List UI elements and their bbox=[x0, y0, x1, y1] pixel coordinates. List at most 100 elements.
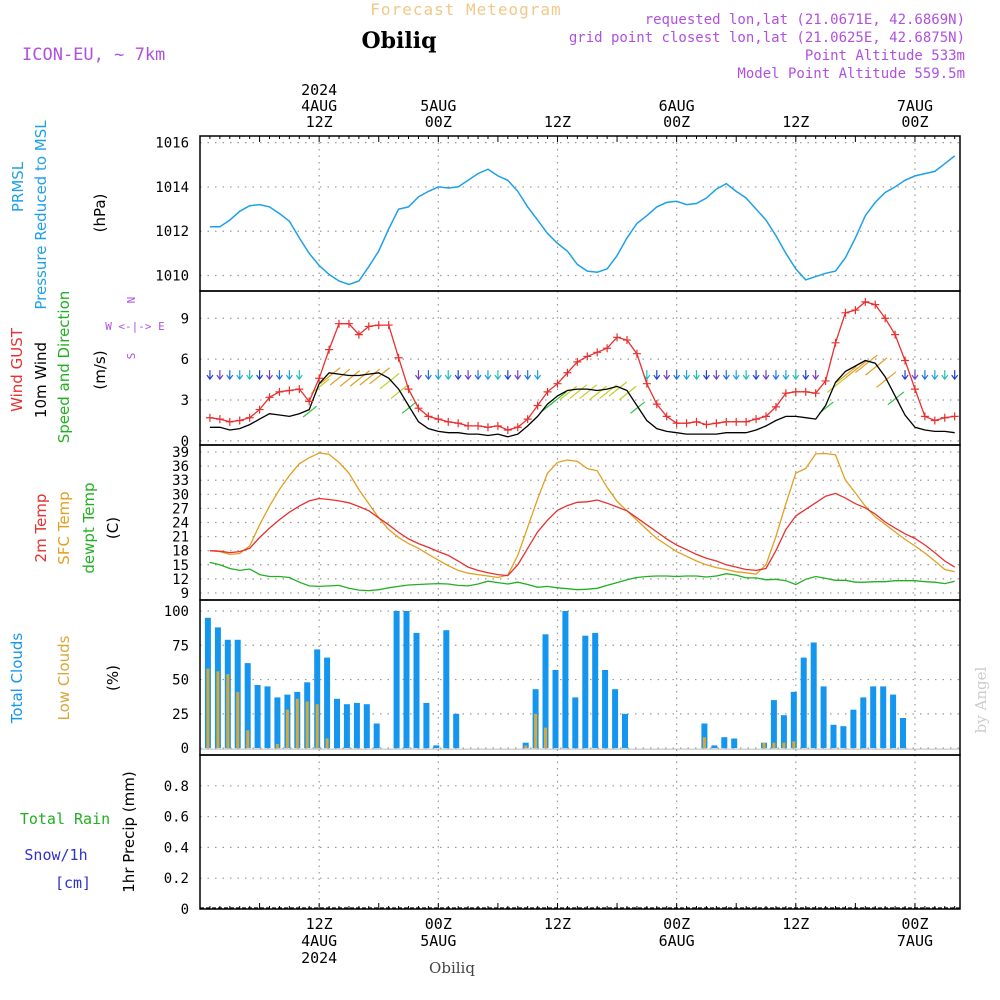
wind-gust-point bbox=[205, 413, 214, 422]
total-cloud-bar bbox=[880, 686, 887, 749]
low-cloud-bar bbox=[315, 704, 319, 749]
low-cloud-bar bbox=[762, 742, 766, 749]
bottom-time-label: 00Z bbox=[901, 915, 928, 933]
total-cloud-bar bbox=[860, 697, 867, 749]
low-cloud-bar bbox=[325, 738, 329, 749]
wind-unit-label: (m/s) bbox=[91, 350, 109, 389]
wind-gust-series-line bbox=[209, 301, 955, 431]
chart-title: Forecast Meteogram bbox=[370, 0, 561, 19]
total-cloud-bar bbox=[780, 715, 787, 749]
total-cloud-bar bbox=[800, 657, 807, 749]
wind-gust-point bbox=[315, 374, 324, 383]
total-cloud-bar bbox=[840, 726, 847, 749]
total-cloud-bar bbox=[334, 698, 340, 749]
wind-direction-arrowhead bbox=[295, 374, 303, 381]
low-cloud-bar bbox=[285, 709, 289, 749]
wind-direction-arrowhead bbox=[444, 374, 452, 381]
wind-gust-point bbox=[573, 357, 582, 366]
wind-direction-arrowhead bbox=[683, 374, 691, 381]
panel-side-labels: PRMSL Pressure Reduced to MSL (hPa) Wind GU… bbox=[8, 120, 165, 893]
model-altitude: Model Point Altitude 559.5m bbox=[737, 66, 965, 82]
bottom-time-label: 2024 bbox=[301, 949, 337, 967]
wind-gust-point bbox=[215, 415, 224, 424]
wind-direction-arrow bbox=[589, 385, 607, 401]
wind-direction-arrowhead bbox=[514, 374, 522, 381]
low-cloud-bar bbox=[534, 713, 538, 749]
y-tick-label: 0 bbox=[181, 902, 189, 918]
wind-gust-point bbox=[762, 412, 771, 421]
panel-frame bbox=[199, 135, 961, 292]
total-cloud-bar bbox=[770, 700, 777, 749]
wind-direction-arrowhead bbox=[762, 374, 770, 381]
total-cloud-bar bbox=[343, 704, 350, 749]
total-cloud-bar bbox=[542, 634, 549, 749]
wind-gust-point bbox=[533, 401, 542, 410]
bottom-time-label: 7AUG bbox=[897, 932, 933, 950]
wind-gust-point bbox=[265, 393, 274, 402]
y-tick-label: 39 bbox=[172, 445, 189, 461]
wind-gust-point bbox=[861, 297, 870, 306]
wind-direction-arrowhead bbox=[494, 374, 502, 381]
wind-gust-point bbox=[394, 353, 403, 362]
y-tick-label: 6 bbox=[181, 352, 189, 368]
wind-gust-point bbox=[523, 415, 532, 424]
bottom-time-label: 4AUG bbox=[301, 932, 337, 950]
y-tick-label: 50 bbox=[172, 673, 189, 689]
top-time-label: 2024 bbox=[301, 81, 337, 99]
gridpoint-coords: grid point closest lon,lat (21.0625E, 42… bbox=[569, 30, 965, 46]
wind-gust-point bbox=[255, 405, 264, 414]
wind-direction-arrow bbox=[359, 368, 381, 386]
wind-direction-arrowhead bbox=[474, 374, 482, 381]
total-cloud-bar bbox=[264, 686, 271, 749]
wind-gust-point bbox=[801, 387, 810, 396]
total-cloud-bar bbox=[830, 724, 837, 749]
wind-direction-arrow bbox=[379, 372, 400, 390]
low-cloud-bar bbox=[295, 698, 299, 749]
wind-direction-arrowhead bbox=[534, 374, 542, 381]
temp-2m-series-line bbox=[209, 492, 956, 577]
wind-gust-point bbox=[930, 416, 939, 425]
wind-direction-arrowhead bbox=[772, 374, 780, 381]
y-tick-label: 0.8 bbox=[164, 779, 189, 795]
cloud-unit-label: (%) bbox=[104, 665, 122, 691]
wind-gust-point bbox=[732, 417, 741, 426]
y-tick-label: 0 bbox=[181, 434, 189, 450]
prmsl-label: PRMSL bbox=[9, 161, 27, 212]
y-tick-label: 9 bbox=[181, 586, 189, 602]
wind-direction-arrowhead bbox=[236, 374, 244, 381]
bottom-time-label: 12Z bbox=[782, 915, 809, 933]
low-cloud-bar bbox=[702, 737, 706, 749]
total-cloud-bar bbox=[363, 704, 370, 749]
wind-gust-point bbox=[583, 352, 592, 361]
wind-gust-point bbox=[454, 419, 463, 428]
temp-sfc-label: SFC Temp bbox=[55, 491, 73, 564]
total-cloud-bar bbox=[731, 738, 738, 749]
total-cloud-bar bbox=[562, 611, 569, 749]
temp-2m-label: 2m Temp bbox=[32, 494, 50, 563]
requested-coords: requested lon,lat (21.0671E, 42.6869N) bbox=[645, 12, 965, 28]
wind-gust-point bbox=[891, 330, 900, 339]
wind-direction-arrow bbox=[608, 381, 628, 397]
wind-gust-point bbox=[404, 385, 413, 394]
wind-direction-arrowhead bbox=[792, 374, 800, 381]
wind-gust-point bbox=[513, 423, 522, 432]
wind-gust-point bbox=[275, 387, 284, 396]
wind-gust-point bbox=[920, 412, 929, 421]
wind-gust-point bbox=[881, 314, 890, 323]
total-cloud-bar bbox=[592, 632, 599, 749]
y-tick-label: 30 bbox=[172, 487, 189, 503]
low-clouds-label: Low Clouds bbox=[55, 635, 73, 720]
compass-north: N bbox=[125, 297, 138, 304]
y-tick-label: 0.6 bbox=[164, 810, 189, 826]
wind-gust-point bbox=[225, 417, 234, 426]
watermark: by Angel bbox=[972, 666, 990, 733]
top-time-label: 12Z bbox=[544, 113, 571, 131]
wind-direction-arrow bbox=[826, 377, 846, 393]
total-cloud-bar bbox=[324, 657, 331, 749]
y-tick-label: 9 bbox=[181, 311, 189, 327]
wind-direction-arrowhead bbox=[434, 374, 442, 381]
total-cloud-bar bbox=[810, 642, 817, 749]
prmsl-series-line bbox=[209, 155, 956, 286]
wind-direction-arrowhead bbox=[941, 374, 949, 381]
wind-direction-arrowhead bbox=[275, 374, 283, 381]
